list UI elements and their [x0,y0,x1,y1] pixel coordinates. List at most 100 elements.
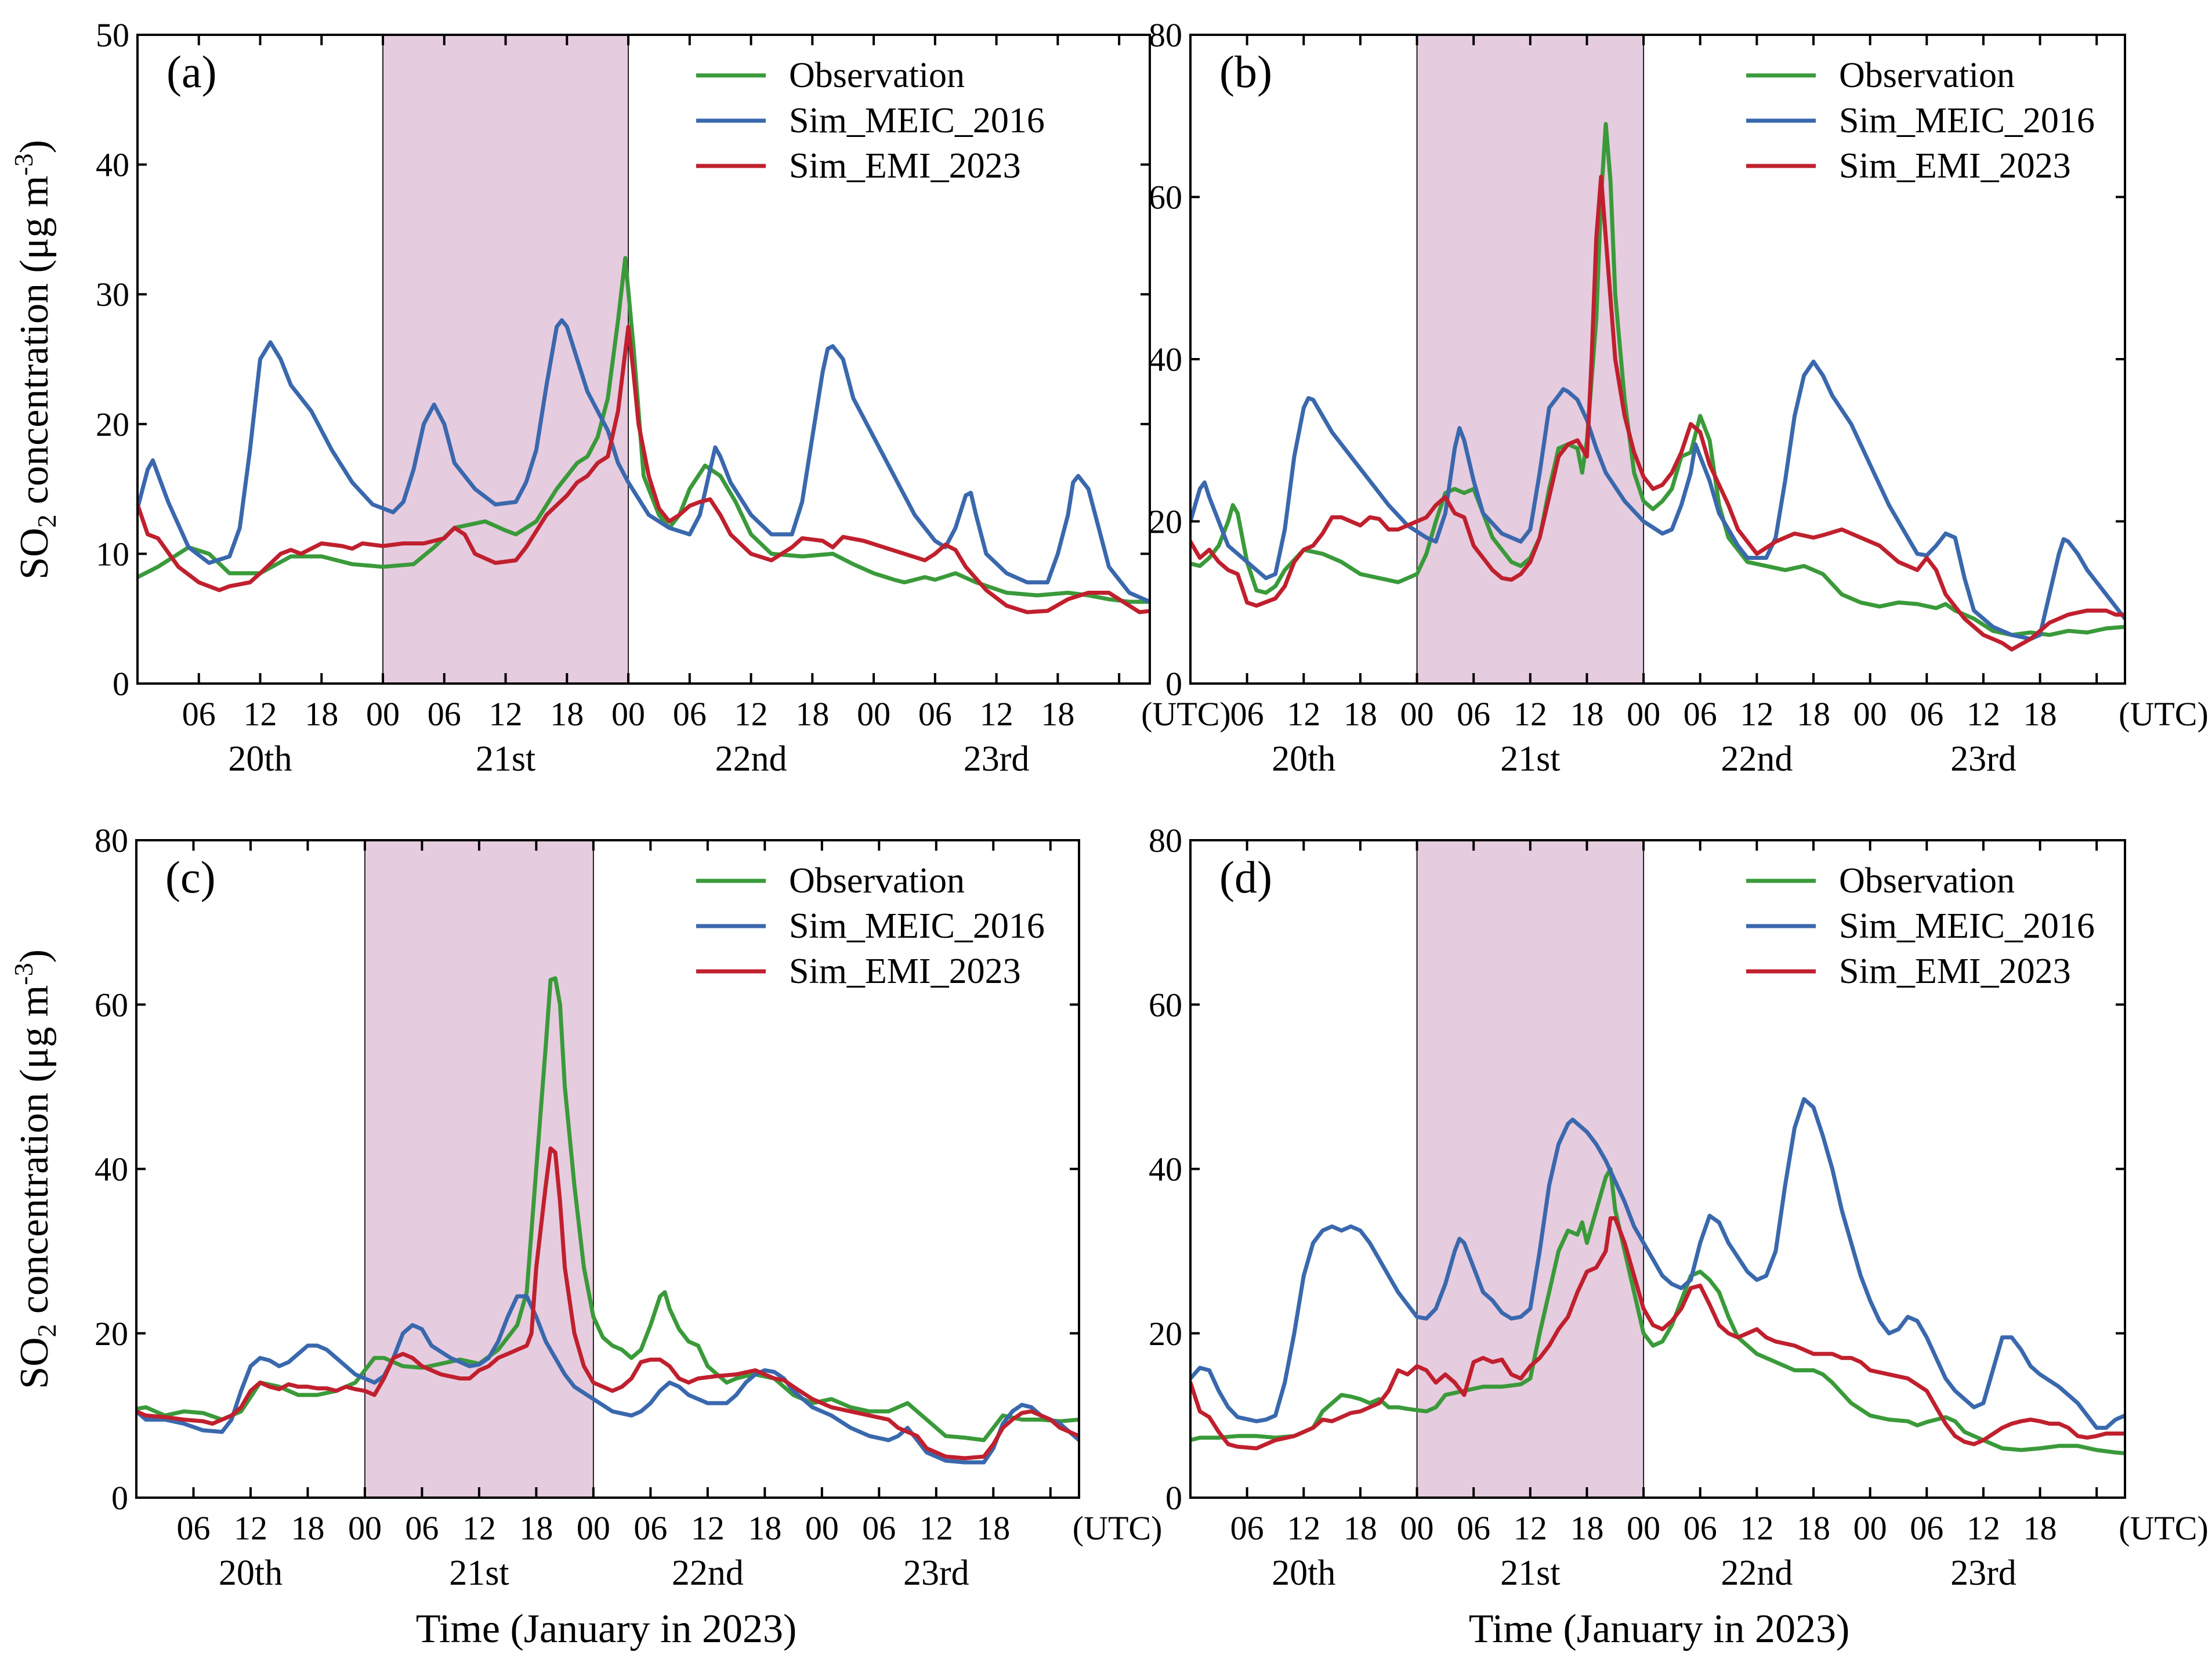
legend-label-sim-emi-2023: Sim_EMI_2023 [1839,952,2071,991]
shaded-period [1416,840,1645,1498]
day-label: 21st [1500,1553,1560,1593]
y-axis-title-concentration: concentration (μg m [12,985,57,1324]
x-tick-label: 06 [1684,1509,1717,1547]
day-label: 23rd [1950,1553,2016,1593]
x-tick-label: 18 [519,1509,553,1547]
x-tick-label: 00 [857,695,890,733]
day-label: 23rd [903,1553,969,1593]
x-tick-label: 12 [462,1509,496,1547]
series-line-sim-emi-2023 [1190,175,2125,652]
x-tick-label: 12 [1740,695,1773,733]
y-tick-label: 50 [96,16,129,54]
x-tick-label: 06 [1230,695,1264,733]
panel-label: (d) [1219,852,1272,902]
legend-label-sim-emi-2023: Sim_EMI_2023 [1839,146,2071,186]
y-tick-label: 40 [96,146,129,184]
y-axis-title-close: ) [12,140,57,153]
series-line-sim-emi-2023 [136,1146,1079,1461]
y-axis-title-sub: 2 [32,1324,61,1337]
legend-label-sim-meic-2016: Sim_MEIC_2016 [789,101,1045,140]
shaded-period [1416,34,1645,684]
y-axis-title-bottom: SO2 concentration (μg m-3) [9,949,61,1389]
x-tick-label: 18 [1797,695,1830,733]
y-axis-title-sup: -3 [9,963,38,985]
x-tick-label: 06 [633,1509,667,1547]
y-axis-title-so: SO [12,1337,57,1389]
series-group [136,976,1079,1465]
y-axis-title-so: SO [12,527,57,579]
legend-label-observation: Observation [1839,861,2015,901]
legend-label-sim-meic-2016: Sim_MEIC_2016 [789,906,1045,946]
x-tick-label: 00 [1853,695,1887,733]
x-tick-label: 12 [1740,1509,1773,1547]
legend-label-observation: Observation [1839,56,2015,95]
unit-label: (UTC) [1073,1509,1163,1547]
legend-label-sim-emi-2023: Sim_EMI_2023 [789,146,1021,186]
day-label: 20th [228,739,292,779]
x-tick-label: 18 [1570,695,1603,733]
panel-b: 0 20 40 60 80 06 12 18 00 06 12 18 00 06 12 18 00 06 12 18 (… [1149,16,2209,779]
x-tick-label: 06 [176,1509,210,1547]
day-label: 22nd [715,739,787,779]
series-line-observation [1190,1167,2125,1456]
x-tick-label: 00 [348,1509,382,1547]
x-tick-label: 00 [1627,695,1660,733]
y-axis-title-sup: -3 [9,153,38,175]
x-tick-label: 00 [1853,1509,1887,1547]
day-label: 20th [1272,739,1335,779]
x-tick-label: 12 [489,695,523,733]
y-tick-label: 60 [95,986,128,1024]
y-tick-label: 40 [95,1151,128,1188]
panel-a: 0 10 20 30 40 50 06 12 18 00 06 12 18 00 06 12 18 00 06 12 1… [96,16,1231,779]
x-tick-label: 18 [2023,1509,2057,1547]
x-tick-label: 18 [748,1509,781,1547]
x-tick-label: 06 [673,695,707,733]
x-tick-label: 06 [918,695,952,733]
y-tick-label: 40 [1149,341,1182,378]
x-tick-label: 18 [2023,695,2057,733]
series-line-observation [1190,122,2125,637]
y-axis-title-sub: 2 [32,514,61,527]
y-axis-title-top: SO2 concentration (μg m-3) [9,140,61,580]
series-line-sim-emi-2023 [1190,1216,2125,1451]
legend-label-sim-emi-2023: Sim_EMI_2023 [789,952,1021,991]
y-tick-label: 20 [96,406,129,443]
x-tick-label: 06 [1910,1509,1943,1547]
day-label: 21st [1500,739,1560,779]
y-tick-label: 0 [1165,665,1182,703]
x-tick-label: 12 [1967,1509,2000,1547]
day-label: 21st [476,739,535,779]
x-tick-label: 00 [1400,695,1434,733]
x-tick-label: 12 [1514,1509,1547,1547]
x-tick-label: 18 [291,1509,324,1547]
series-line-sim-emi-2023 [137,324,1150,614]
x-tick-label: 06 [1457,1509,1490,1547]
panel-d: 0 20 40 60 80 06 12 18 00 06 12 18 00 06 12 18 00 06 12 18 (… [1149,822,2209,1593]
x-tick-label: 00 [1627,1509,1660,1547]
unit-label: (UTC) [2119,1509,2209,1547]
series-line-sim-meic-2016 [137,318,1150,604]
x-tick-label: 18 [1797,1509,1830,1547]
y-tick-label: 80 [1149,16,1182,54]
x-tick-label: 18 [1344,695,1377,733]
x-tick-label: 18 [976,1509,1010,1547]
legend-label-observation: Observation [789,56,965,95]
x-tick-label: 00 [577,1509,610,1547]
x-tick-label: 12 [691,1509,725,1547]
y-tick-label: 80 [95,822,128,859]
y-tick-label: 80 [1149,822,1182,859]
y-tick-label: 0 [111,1479,128,1517]
y-axis-title-close: ) [12,949,57,963]
x-tick-label: 00 [1400,1509,1434,1547]
y-tick-label: 0 [1165,1479,1182,1517]
series-line-sim-meic-2016 [1190,359,2125,641]
x-tick-label: 12 [1967,695,2000,733]
x-tick-label: 12 [980,695,1013,733]
x-tick-label: 06 [1457,695,1490,733]
x-axis-title-right: Time (January in 2023) [1469,1607,1850,1651]
series-line-observation [136,976,1079,1443]
y-axis-title-concentration: concentration (μg m [12,176,57,515]
plot-frame [136,34,1151,685]
x-tick-label: 18 [795,695,829,733]
